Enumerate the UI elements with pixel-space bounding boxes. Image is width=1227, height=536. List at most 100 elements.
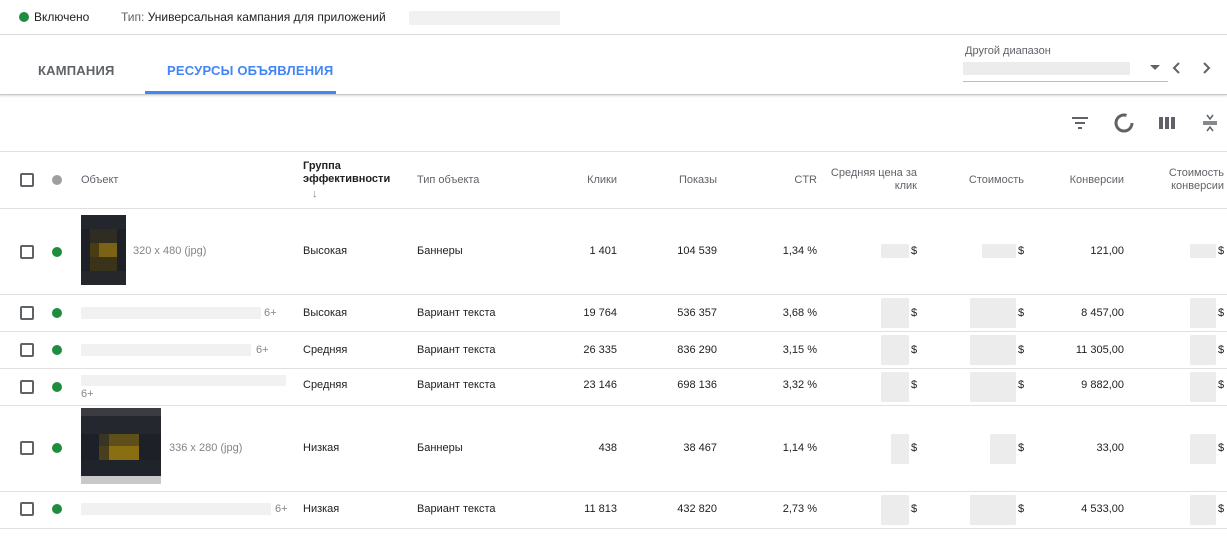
asset-count: 6+ xyxy=(275,503,288,515)
performance-label: Низкая xyxy=(303,442,340,454)
conversions-value: 11 305,00 xyxy=(1075,344,1124,356)
column-object[interactable]: Объект xyxy=(81,174,119,186)
column-cost[interactable]: Стоимость xyxy=(968,174,1024,186)
enabled-status-icon xyxy=(52,345,62,355)
row-checkbox[interactable] xyxy=(20,343,34,357)
row-checkbox[interactable] xyxy=(20,441,34,455)
redacted-date-range[interactable] xyxy=(963,62,1130,75)
redacted-avg-cpc xyxy=(881,335,909,365)
table-row[interactable]: 320 x 480 (jpg) Высокая Баннеры 1 401 10… xyxy=(0,209,1227,295)
row-checkbox[interactable] xyxy=(20,245,34,259)
currency-symbol: $ xyxy=(911,344,918,356)
redacted-text-asset[interactable] xyxy=(81,344,251,356)
clicks-value: 438 xyxy=(598,442,617,454)
table-row[interactable]: 6+ Высокая Вариант текста 19 764 536 357… xyxy=(0,295,1227,332)
table-row[interactable]: 336 x 280 (jpg) Низкая Баннеры 438 38 46… xyxy=(0,406,1227,492)
currency-symbol: $ xyxy=(911,503,918,515)
currency-symbol: $ xyxy=(1218,503,1225,515)
redacted-campaign-name xyxy=(409,11,560,25)
enabled-status-icon xyxy=(52,382,62,392)
object-type: Вариант текста xyxy=(417,344,496,356)
redacted-cost-per-conversion xyxy=(1190,495,1216,525)
redacted-cost-per-conversion xyxy=(1190,298,1216,328)
row-checkbox[interactable] xyxy=(20,502,34,516)
column-avg-cpc[interactable]: Средняя цена за клик xyxy=(817,167,917,193)
sort-descending-icon[interactable]: ↓ xyxy=(312,188,318,200)
ctr-value: 1,14 % xyxy=(782,442,817,454)
row-checkbox[interactable] xyxy=(20,380,34,394)
performance-label: Средняя xyxy=(303,344,348,356)
status-column-icon xyxy=(52,175,62,185)
column-ctr[interactable]: CTR xyxy=(794,174,817,186)
segment-icon[interactable] xyxy=(1112,111,1136,135)
conversions-value: 9 882,00 xyxy=(1081,379,1124,391)
tab-ad-assets[interactable]: Ресурсы объявления xyxy=(167,63,334,78)
currency-symbol: $ xyxy=(1218,307,1225,319)
redacted-cost-per-conversion xyxy=(1190,434,1216,464)
density-icon[interactable] xyxy=(1198,111,1222,135)
currency-symbol: $ xyxy=(1018,442,1025,454)
currency-symbol: $ xyxy=(1218,379,1225,391)
redacted-text-asset[interactable] xyxy=(81,307,261,319)
currency-symbol: $ xyxy=(1218,245,1225,257)
impressions-value: 698 136 xyxy=(677,379,717,391)
redacted-cost xyxy=(982,244,1016,258)
column-performance-line1: Группа xyxy=(303,160,341,172)
column-object-type[interactable]: Тип объекта xyxy=(417,174,480,186)
banner-thumbnail[interactable] xyxy=(81,408,161,484)
ctr-value: 3,68 % xyxy=(782,307,817,319)
column-impressions[interactable]: Показы xyxy=(678,174,717,186)
redacted-text-asset[interactable] xyxy=(81,503,271,515)
redacted-cost xyxy=(990,434,1016,464)
object-type: Вариант текста xyxy=(417,503,496,515)
redacted-avg-cpc xyxy=(881,244,909,258)
enabled-status-icon xyxy=(52,504,62,514)
filter-icon[interactable] xyxy=(1068,111,1092,135)
column-cost-per-conversion-line2: конверсии xyxy=(1171,180,1224,192)
date-range-underline xyxy=(963,81,1168,82)
chevron-right-icon[interactable] xyxy=(1197,59,1215,77)
table-row[interactable]: 6+ Средняя Вариант текста 26 335 836 290… xyxy=(0,332,1227,369)
clicks-value: 1 401 xyxy=(589,245,617,257)
campaign-status[interactable]: Включено xyxy=(34,10,90,24)
table-row[interactable]: 6+ Средняя Вариант текста 23 146 698 136… xyxy=(0,369,1227,406)
dropdown-arrow-icon[interactable] xyxy=(1150,65,1160,70)
tab-campaign[interactable]: Кампания xyxy=(38,63,115,78)
column-clicks[interactable]: Клики xyxy=(587,174,617,186)
column-avg-cpc-line2: клик xyxy=(894,180,917,192)
performance-label: Низкая xyxy=(303,503,340,515)
column-conversions[interactable]: Конверсии xyxy=(1069,174,1124,186)
conversions-value: 121,00 xyxy=(1090,245,1124,257)
columns-icon[interactable] xyxy=(1155,111,1179,135)
asset-dimensions: 336 x 280 (jpg) xyxy=(169,442,243,454)
redacted-avg-cpc xyxy=(881,495,909,525)
redacted-text-asset[interactable] xyxy=(81,375,286,386)
column-cost-per-conversion[interactable]: Стоимость конверсии xyxy=(1124,167,1224,193)
redacted-cost xyxy=(970,495,1016,525)
select-all-checkbox[interactable] xyxy=(20,173,34,187)
conversions-value: 4 533,00 xyxy=(1081,503,1124,515)
impressions-value: 536 357 xyxy=(677,307,717,319)
asset-count: 6+ xyxy=(81,388,94,400)
column-performance[interactable]: Группа эффективности xyxy=(303,160,390,186)
row-checkbox[interactable] xyxy=(20,306,34,320)
table-row[interactable]: 6+ Низкая Вариант текста 11 813 432 820 … xyxy=(0,492,1227,529)
currency-symbol: $ xyxy=(911,442,918,454)
tabs-bar: Кампания Ресурсы объявления Другой диапа… xyxy=(0,35,1227,95)
campaign-type-label: Тип: xyxy=(121,10,145,24)
enabled-status-icon xyxy=(52,247,62,257)
currency-symbol: $ xyxy=(1018,379,1025,391)
clicks-value: 11 813 xyxy=(584,503,617,515)
redacted-avg-cpc xyxy=(881,372,909,402)
date-range-label: Другой диапазон xyxy=(965,45,1051,57)
asset-dimensions: 320 x 480 (jpg) xyxy=(133,245,207,257)
impressions-value: 104 539 xyxy=(677,245,717,257)
redacted-avg-cpc xyxy=(881,298,909,328)
redacted-cost xyxy=(970,335,1016,365)
conversions-value: 8 457,00 xyxy=(1081,307,1124,319)
performance-label: Высокая xyxy=(303,307,348,319)
currency-symbol: $ xyxy=(1218,442,1225,454)
chevron-left-icon[interactable] xyxy=(1168,59,1186,77)
campaign-type: Тип: Универсальная кампания для приложен… xyxy=(121,10,386,24)
banner-thumbnail[interactable] xyxy=(81,215,126,285)
